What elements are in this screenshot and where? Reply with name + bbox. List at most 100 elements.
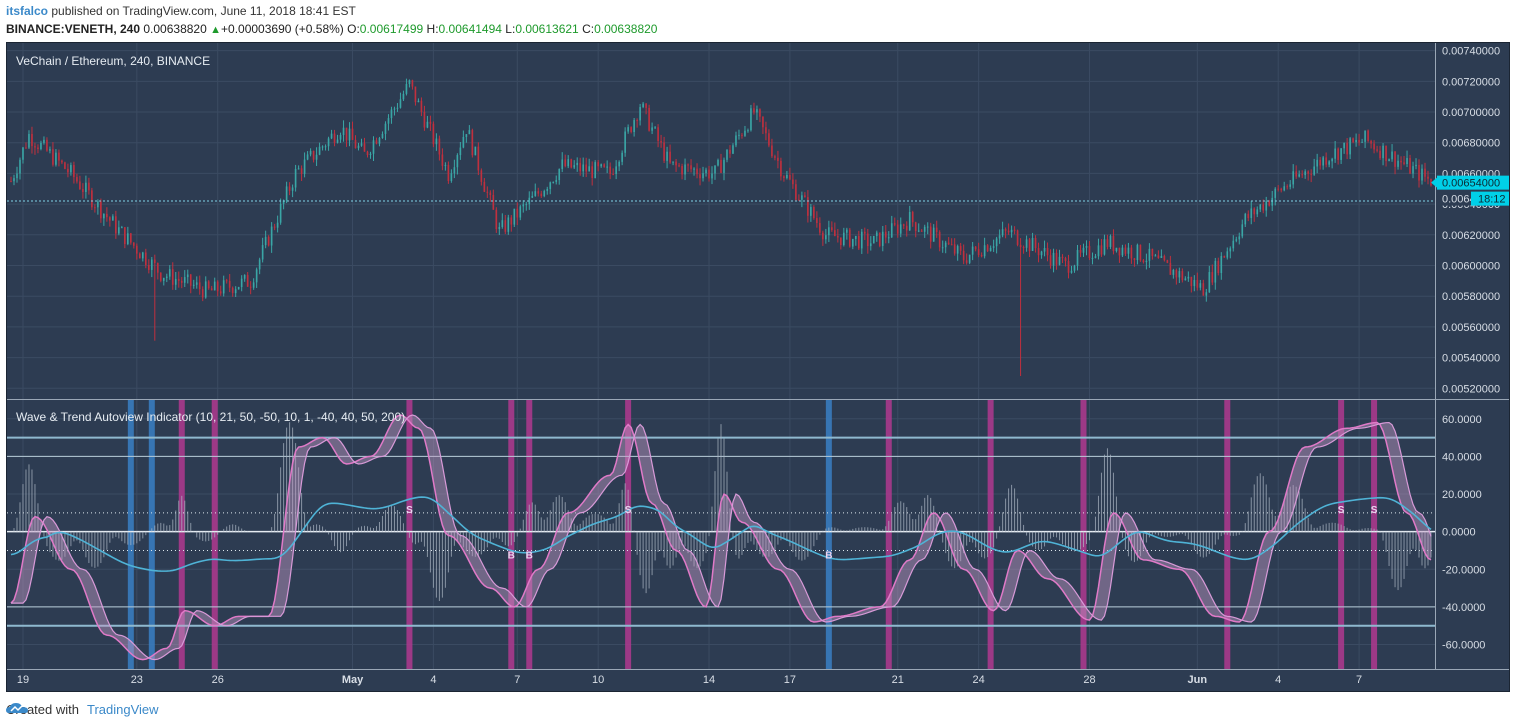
candle-body (1418, 164, 1420, 181)
sell-signal-band (625, 400, 632, 669)
candle-body (441, 154, 444, 166)
candle-body (243, 275, 246, 279)
candle-body (399, 99, 402, 108)
candle-body (28, 133, 30, 148)
candle-body (741, 134, 743, 136)
indicator-axis-label: 20.0000 (1442, 489, 1482, 501)
candle-body (1268, 201, 1271, 206)
candle-body (1031, 238, 1034, 251)
candle-body (501, 220, 504, 227)
x-axis-label: 17 (784, 674, 796, 686)
candle-body (1187, 276, 1190, 279)
candle-body (1238, 236, 1241, 240)
sell-marker: S (625, 505, 632, 516)
candle-body (989, 247, 992, 252)
candle-body (648, 107, 650, 131)
candle-body (324, 146, 327, 148)
chart-container[interactable]: 0.00740000 0.00720000 0.00700000 0.00680000… (6, 42, 1510, 692)
candle-body (843, 232, 845, 246)
candle-body (747, 130, 749, 132)
candle-body (136, 245, 138, 254)
candle-body (552, 181, 555, 183)
candle-body (699, 174, 701, 179)
candle-body (1364, 130, 1366, 142)
candle-body (43, 139, 45, 143)
candle-body (1235, 239, 1238, 241)
price-tag-label: 0.00654000 (1442, 178, 1500, 190)
price-tag (1437, 175, 1509, 190)
candle-body (606, 166, 608, 168)
candle-body (1220, 256, 1223, 274)
buy-marker: B (526, 550, 533, 561)
candle-body (156, 263, 159, 273)
candle-body (1391, 151, 1393, 160)
author-link[interactable]: itsfalco (6, 4, 49, 18)
candle-body (1139, 244, 1142, 261)
candle-body (1052, 252, 1055, 266)
candle-body (429, 121, 432, 124)
candle-body (49, 149, 51, 151)
candle-body (1037, 248, 1040, 256)
candle-body (1175, 269, 1178, 278)
candle-body (603, 164, 605, 167)
candle-body (953, 244, 956, 254)
candle-body (696, 168, 698, 175)
symbol-ohlc-line: BINANCE:VENETH, 240 0.00638820 ▲+0.00003… (6, 22, 657, 36)
candle-body (1145, 260, 1148, 263)
candle-body (810, 206, 812, 216)
candle-body (70, 165, 72, 173)
candle-body (1292, 171, 1295, 185)
candle-body (444, 164, 447, 166)
candle-body (306, 154, 309, 160)
candle-body (729, 149, 731, 154)
wave-line-slow (11, 414, 1432, 661)
candle-body (1286, 186, 1289, 188)
candle-body (1232, 240, 1235, 249)
buy-signal-band (825, 400, 832, 669)
candle-body (959, 246, 962, 251)
candle-body (896, 224, 899, 234)
candle-body (1259, 204, 1262, 210)
indicator-axis-label: 40.0000 (1442, 451, 1482, 463)
candle-body (1097, 245, 1100, 257)
candle-body (567, 159, 570, 167)
candle-body (321, 146, 324, 148)
candle-body (1313, 166, 1315, 175)
open-value: 0.00617499 (359, 22, 424, 36)
high-value: 0.00641494 (438, 22, 502, 36)
candle-body (141, 252, 144, 259)
candle-body (795, 184, 797, 200)
candle-body (935, 227, 938, 233)
candle-body (804, 195, 806, 198)
candle-body (1394, 151, 1396, 167)
candle-body (762, 116, 764, 128)
candle-body (73, 165, 75, 178)
candle-body (67, 168, 69, 173)
candle-body (291, 187, 294, 191)
candle-body (723, 159, 725, 173)
candle-body (1319, 159, 1321, 166)
candle-body (147, 265, 150, 270)
price-tag-arrow (1431, 177, 1437, 188)
candle-body (744, 130, 746, 136)
candle-body (234, 289, 237, 294)
candle-body (1106, 239, 1109, 247)
x-axis-label: Jun (1188, 674, 1208, 686)
candle-body (1208, 272, 1211, 293)
candle-body (387, 118, 390, 124)
candle-body (348, 128, 351, 141)
candle-body (1256, 209, 1259, 215)
candle-body (1133, 258, 1136, 261)
candle-body (279, 203, 282, 223)
candle-body (1229, 248, 1232, 252)
candle-body (118, 227, 120, 234)
candle-body (360, 143, 363, 146)
candle-body (1001, 229, 1004, 236)
candle-body (528, 197, 531, 205)
chart-canvas[interactable]: 0.00740000 0.00720000 0.00700000 0.00680000… (7, 43, 1509, 691)
candle-body (16, 173, 18, 179)
tradingview-link[interactable]: TradingView (86, 702, 159, 717)
candle-body (165, 276, 168, 278)
candle-body (875, 232, 878, 237)
candle-body (786, 174, 788, 179)
